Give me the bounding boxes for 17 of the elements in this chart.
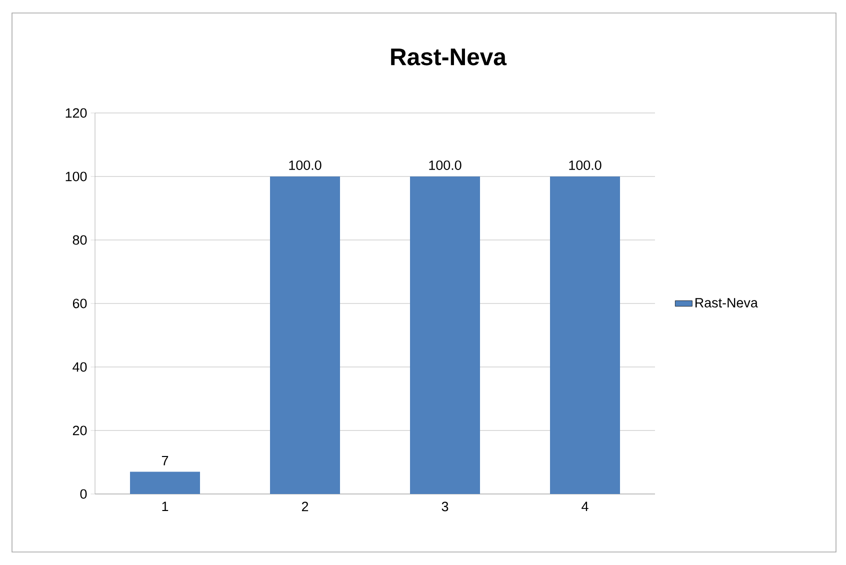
chart-title: Rast-Neva <box>391 48 507 66</box>
y-tick-label: 80 <box>72 235 87 245</box>
x-tick-label: 1 <box>162 502 168 512</box>
y-tick-label: 40 <box>72 362 87 372</box>
y-tick-label: 120 <box>66 108 87 118</box>
x-tick-label: 3 <box>442 502 448 512</box>
text: 100.0 <box>289 160 322 170</box>
x-tick-label: 2 <box>302 502 308 512</box>
y-tick-label: 0 <box>80 489 87 499</box>
text: 100.0 <box>569 160 602 170</box>
y-tick-label: 20 <box>72 426 87 436</box>
legend-label: Rast-Neva <box>696 298 758 308</box>
text: 7 <box>162 456 168 466</box>
x-tick-label: 4 <box>582 502 588 512</box>
y-tick-label: 100 <box>66 172 87 182</box>
y-tick-label: 60 <box>72 298 87 308</box>
text: 100.0 <box>429 160 462 170</box>
